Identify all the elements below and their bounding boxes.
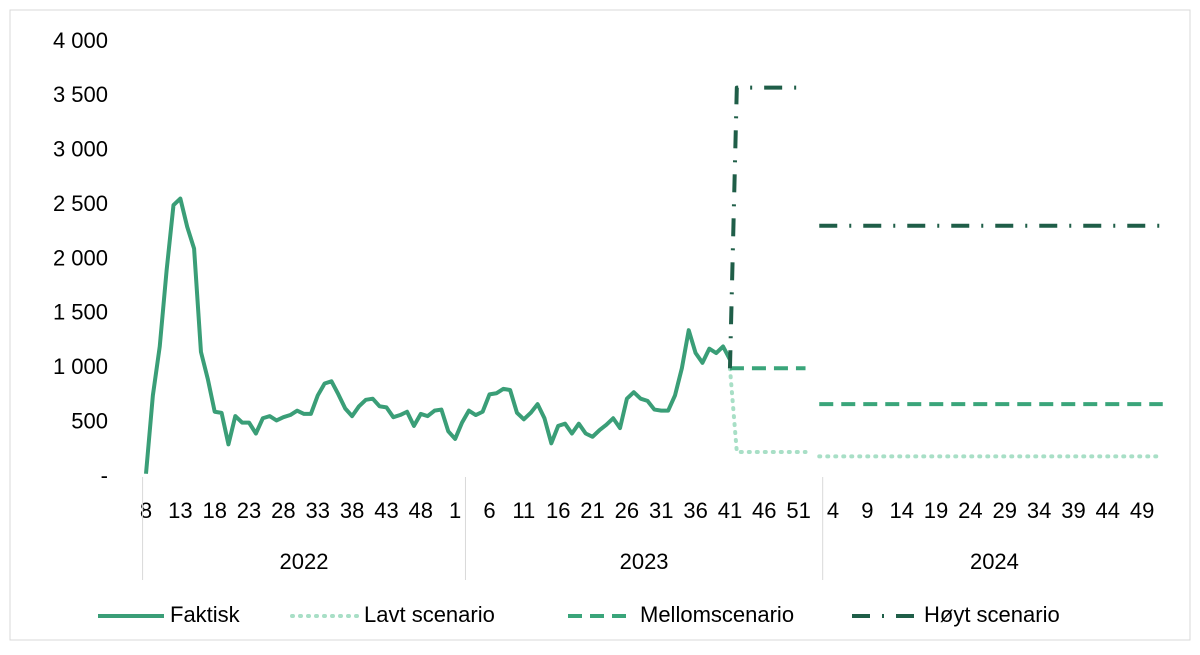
series-line [144, 196, 732, 474]
y-tick-label: 1 500 [53, 300, 108, 325]
x-group-label: 2024 [970, 549, 1019, 574]
series-line [727, 85, 1163, 369]
x-tick-label: 28 [271, 498, 295, 523]
x-tick-label: 19 [924, 498, 948, 523]
x-tick-label: 48 [409, 498, 433, 523]
x-tick-label: 34 [1027, 498, 1051, 523]
y-tick-label: 4 000 [53, 28, 108, 53]
x-group-label: 2022 [280, 549, 329, 574]
x-tick-label: 23 [237, 498, 261, 523]
y-tick-label: 3 000 [53, 137, 108, 162]
x-tick-label: 13 [168, 498, 192, 523]
y-tick-label: 2 500 [53, 191, 108, 216]
y-tick-label: 3 500 [53, 82, 108, 107]
series-line [727, 366, 1165, 459]
x-tick-label: 31 [649, 498, 673, 523]
y-tick-label: 500 [71, 408, 108, 433]
y-tick-label: - [101, 463, 108, 488]
x-tick-label: 11 [512, 498, 535, 523]
x-tick-label: 29 [993, 498, 1017, 523]
x-tick-label: 4 [827, 498, 839, 523]
y-tick-label: 2 000 [53, 245, 108, 270]
x-tick-label: 16 [546, 498, 570, 523]
legend-label: Mellomscenario [640, 602, 794, 627]
x-tick-label: 18 [202, 498, 226, 523]
x-tick-label: 43 [374, 498, 398, 523]
x-tick-label: 49 [1130, 498, 1154, 523]
series-line [729, 366, 1163, 407]
legend-label: Høyt scenario [924, 602, 1060, 627]
x-tick-label: 51 [786, 498, 810, 523]
x-tick-label: 44 [1096, 498, 1120, 523]
x-tick-label: 33 [306, 498, 330, 523]
legend-label: Lavt scenario [364, 602, 495, 627]
x-tick-label: 21 [580, 498, 604, 523]
x-tick-label: 38 [340, 498, 364, 523]
y-tick-label: 1 000 [53, 354, 108, 379]
x-tick-label: 1 [449, 498, 461, 523]
x-tick-label: 8 [140, 498, 152, 523]
x-tick-label: 39 [1061, 498, 1085, 523]
chart-border [9, 9, 1191, 641]
x-tick-label: 6 [483, 498, 495, 523]
x-tick-label: 24 [958, 498, 982, 523]
x-tick-label: 46 [752, 498, 776, 523]
x-group-label: 2023 [620, 549, 669, 574]
legend-label: Faktisk [170, 602, 241, 627]
x-tick-label: 36 [683, 498, 707, 523]
x-tick-label: 26 [615, 498, 639, 523]
x-tick-label: 14 [889, 498, 913, 523]
x-tick-label: 9 [861, 498, 873, 523]
x-tick-label: 41 [718, 498, 742, 523]
